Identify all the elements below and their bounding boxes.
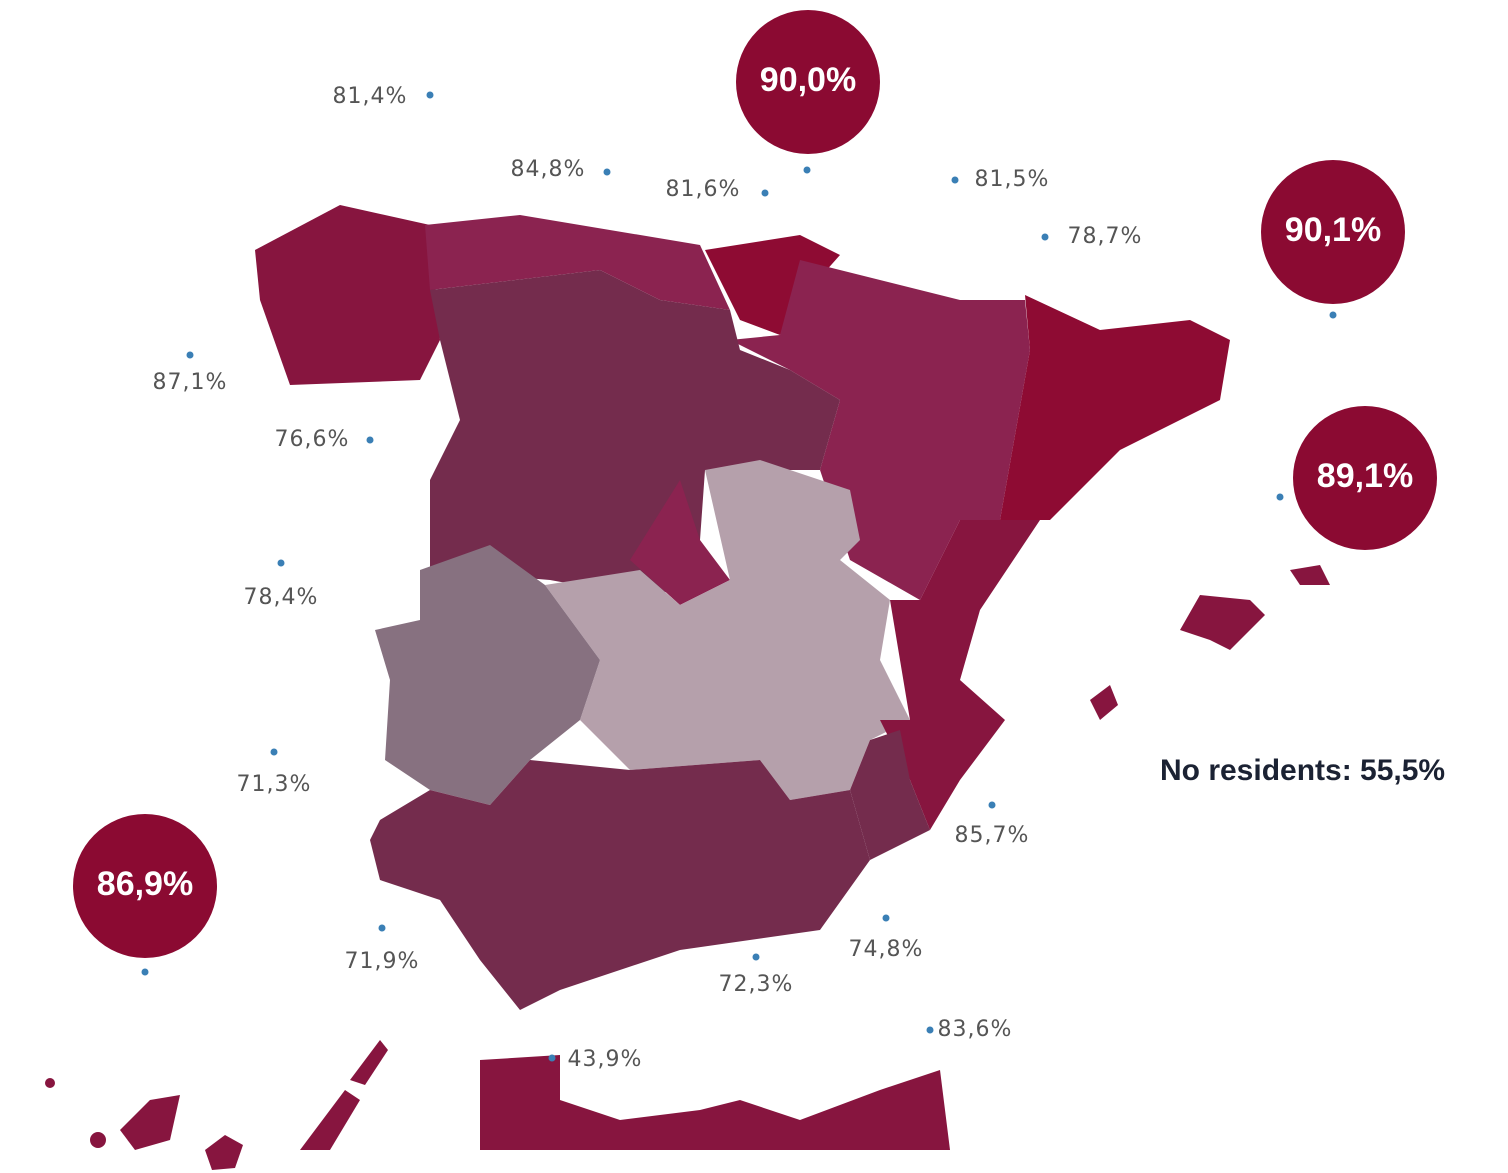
percent-label: 84,8% [511,157,586,182]
region [1090,685,1118,720]
region [430,270,840,600]
dot [1041,233,1049,241]
region [850,730,930,860]
percent-label: 78,7% [1068,224,1143,249]
dot [186,351,194,359]
dot [603,168,611,176]
regions [45,205,1330,1170]
region [730,260,1030,600]
percent-label: 83,6% [938,1017,1013,1042]
region [880,520,1040,830]
percent-label: 71,9% [345,949,420,974]
highlight-label: 90,1% [1285,211,1381,249]
region [300,1090,360,1150]
dot [270,748,278,756]
percent-label: 72,3% [719,972,794,997]
dot [426,91,434,99]
highlight-bubble [1261,160,1405,304]
highlight-bubble [1293,406,1437,550]
labels: 81,4% 84,8% 81,6% 81,5% 78,7% 87,1% 76,6% 78,4%… [73,10,1437,1072]
region [1180,595,1265,650]
percent-label: 81,4% [333,84,408,109]
highlight-bubble [736,10,880,154]
region [90,1132,106,1148]
region [45,1078,55,1088]
highlight-label: 90,0% [760,61,856,99]
highlight-label: 89,1% [1317,457,1413,495]
dot [141,968,149,976]
region [705,235,840,335]
percent-label: 74,8% [849,937,924,962]
dot [951,176,959,184]
region [480,1055,950,1150]
dot [277,559,285,567]
dot [803,166,811,174]
dot [366,436,374,444]
percent-label: 85,7% [955,823,1030,848]
note: No residents: 55,5% [1160,754,1445,787]
region [375,545,600,805]
dot [926,1026,934,1034]
dot [752,953,760,961]
region [1000,295,1230,520]
dot [882,914,890,922]
region [255,205,440,385]
region [425,215,730,310]
region [350,1040,388,1085]
percent-label: 71,3% [237,772,312,797]
dot [988,801,996,809]
dot [761,189,769,197]
region [630,480,730,605]
percent-label: 76,6% [275,427,350,452]
percent-label: 81,5% [975,167,1050,192]
percent-label: 81,6% [666,177,741,202]
percent-label: 87,1% [153,370,228,395]
dot [378,924,386,932]
dot [1329,311,1337,319]
percent-label: 43,9% [568,1047,643,1072]
dot [548,1054,556,1062]
region [120,1095,180,1150]
region [1290,565,1330,585]
highlight-bubble [73,814,217,958]
dot [1276,493,1284,501]
percent-label: 78,4% [244,585,319,610]
region [545,460,910,800]
region [370,760,870,1010]
region [205,1135,243,1170]
highlight-label: 86,9% [97,865,193,903]
